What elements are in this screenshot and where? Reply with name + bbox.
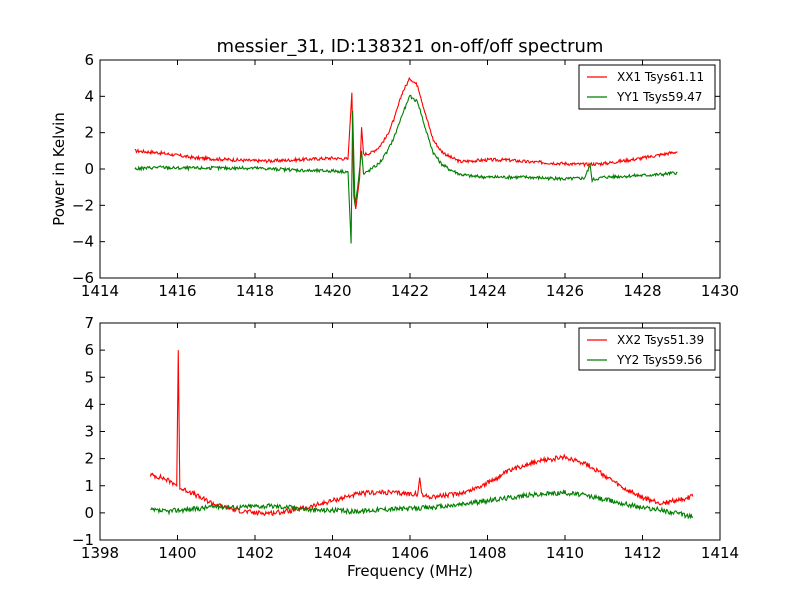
legend-entry: XX2 Tsys51.39 (617, 333, 704, 347)
legend-entry: YY1 Tsys59.47 (616, 90, 702, 104)
y-tick-label: −1 (72, 531, 94, 549)
y-tick-label: 6 (84, 51, 94, 69)
subplot-2: 1398 1400 1402 1404 1406 1408 1410 1412 1414 −1 0 1… (72, 314, 739, 580)
x-axis-label: Frequency (MHz) (347, 562, 473, 580)
x-tick-label: 1430 (701, 282, 739, 300)
x-tick-label: 1410 (546, 544, 584, 562)
x-tick-label: 1402 (236, 544, 274, 562)
y-tick-label: 0 (84, 160, 94, 178)
y-tick-label: 2 (84, 124, 94, 142)
y-tick-label: 7 (84, 314, 94, 332)
x-tick-label: 1416 (158, 282, 196, 300)
x-tick-label: 1404 (313, 544, 351, 562)
x-tick-label: 1412 (623, 544, 661, 562)
series-line-2-1 (149, 350, 694, 517)
x-tick-label: 1414 (81, 282, 119, 300)
y-tick-label: 6 (84, 341, 94, 359)
legend: XX2 Tsys51.39 YY2 Tsys59.56 (578, 327, 716, 371)
legend-box (578, 64, 716, 110)
x-tick-label: 1428 (623, 282, 661, 300)
y-tick-label: 1 (84, 477, 94, 495)
legend-entry: YY2 Tsys59.56 (616, 353, 702, 367)
y-tick-label: −2 (72, 196, 94, 214)
x-tick-label: 1406 (391, 544, 429, 562)
x-tick-label: 1400 (158, 544, 196, 562)
x-tick-label: 1422 (391, 282, 429, 300)
y-tick-label: −4 (72, 233, 94, 251)
series-line-2-2 (150, 488, 694, 520)
x-tick-label: 1398 (81, 544, 119, 562)
x-tick-label: 1408 (468, 544, 506, 562)
y-tick-label: 2 (84, 450, 94, 468)
subplot-1: 1414 1416 1418 1420 1422 1424 1426 1428 1430 −6 −4… (50, 36, 739, 300)
legend-entry: XX1 Tsys61.11 (617, 70, 704, 84)
y-tick-label: 4 (84, 395, 94, 413)
x-tick-label: 1424 (468, 282, 506, 300)
y-tick-label: 5 (84, 368, 94, 386)
x-tick-label: 1414 (701, 544, 739, 562)
y-axis-label: Power in Kelvin (50, 112, 68, 226)
y-tick-label: 0 (84, 504, 94, 522)
legend-box (578, 327, 716, 371)
y-tick-label: 3 (84, 423, 94, 441)
legend: XX1 Tsys61.11 YY1 Tsys59.47 (578, 64, 716, 110)
x-tick-label: 1418 (236, 282, 274, 300)
y-tick-label: 4 (84, 87, 94, 105)
series-line-1-2 (134, 94, 678, 244)
x-tick-label: 1426 (546, 282, 584, 300)
x-tick-label: 1420 (313, 282, 351, 300)
series-line-1-1 (134, 76, 678, 210)
chart-title: messier_31, ID:138321 on-off/off spectru… (217, 36, 604, 57)
y-tick-label: −6 (72, 269, 94, 287)
